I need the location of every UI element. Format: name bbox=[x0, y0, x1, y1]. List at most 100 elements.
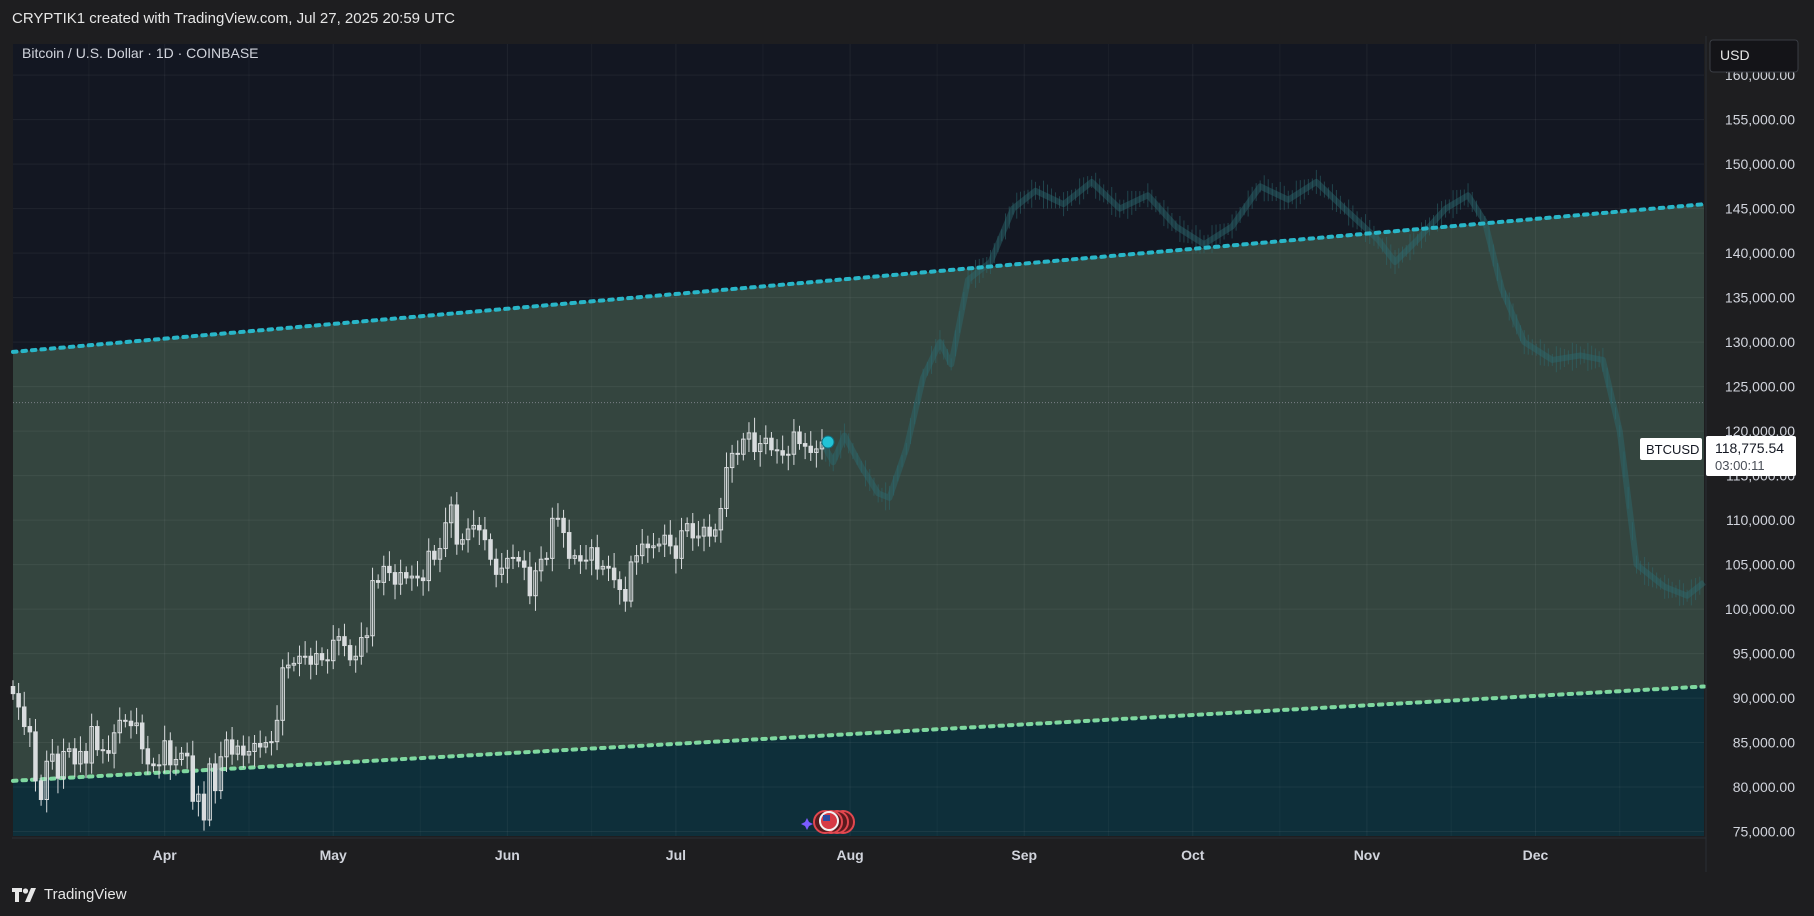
candle bbox=[173, 746, 179, 776]
candle-body bbox=[72, 748, 78, 765]
candle-body bbox=[50, 753, 55, 762]
price-axis[interactable]: 75,000.00 80,000.00 85,000.00 90,000.00 95,0… bbox=[1705, 36, 1795, 872]
time-tick-label: Dec bbox=[1523, 847, 1549, 863]
candle-body bbox=[10, 685, 16, 695]
candle-body bbox=[280, 667, 285, 721]
candle bbox=[606, 555, 611, 582]
price-tick-label: 100,000.00 bbox=[1725, 601, 1795, 617]
candle bbox=[83, 743, 89, 779]
price-tick-label: 155,000.00 bbox=[1725, 112, 1795, 128]
candle bbox=[347, 639, 353, 667]
grid bbox=[13, 44, 1704, 836]
candle-body bbox=[325, 659, 330, 662]
candle-body bbox=[471, 524, 476, 530]
time-tick-label: May bbox=[320, 847, 347, 863]
candle-body bbox=[583, 559, 589, 562]
candle-body bbox=[437, 548, 443, 560]
symbol-price-label[interactable]: BTCUSD 118,775.54 03:00:11 bbox=[1640, 436, 1796, 476]
candle-body bbox=[808, 445, 813, 453]
candle-body bbox=[729, 452, 735, 469]
candle-body bbox=[179, 752, 184, 760]
last-price-dot[interactable] bbox=[821, 435, 835, 449]
candle bbox=[229, 726, 235, 765]
candle-body bbox=[151, 763, 156, 767]
candle bbox=[623, 576, 628, 612]
candle-body bbox=[404, 572, 409, 579]
candle-body bbox=[718, 508, 724, 531]
candle-body bbox=[600, 565, 606, 570]
candle-body bbox=[628, 561, 634, 602]
candle-body bbox=[16, 693, 21, 708]
tradingview-logo[interactable]: TradingView bbox=[12, 886, 127, 903]
candle bbox=[246, 736, 252, 764]
candle-body bbox=[201, 793, 207, 821]
candle bbox=[218, 741, 224, 800]
candle bbox=[808, 431, 813, 461]
candle bbox=[611, 553, 617, 589]
candle bbox=[106, 735, 111, 762]
candle bbox=[477, 516, 482, 546]
candle-body bbox=[196, 793, 201, 802]
candle-body bbox=[797, 431, 802, 445]
time-axis[interactable]: Apr May Jun Jul Aug Sep Oct Nov Dec bbox=[12, 837, 1706, 863]
candle-body bbox=[566, 532, 572, 559]
candle bbox=[488, 533, 493, 566]
channel-lower-line[interactable] bbox=[11, 684, 1706, 783]
candle-body bbox=[330, 639, 336, 662]
candle-body bbox=[791, 431, 797, 455]
events-markers[interactable] bbox=[801, 810, 855, 834]
channel-upper-line[interactable] bbox=[11, 202, 1706, 354]
candle bbox=[757, 435, 763, 467]
candle bbox=[572, 549, 578, 565]
candle-body bbox=[538, 558, 544, 572]
candle-body bbox=[89, 726, 94, 764]
candle-body bbox=[95, 726, 100, 751]
candle bbox=[179, 747, 184, 766]
candle-body bbox=[572, 555, 578, 559]
candle bbox=[269, 730, 274, 756]
candle-body bbox=[651, 545, 656, 549]
candle bbox=[465, 518, 471, 553]
candle bbox=[814, 440, 819, 468]
chart[interactable]: Bitcoin / U.S. Dollar · 1D · COINBASE 75… bbox=[0, 0, 1814, 872]
candle bbox=[628, 555, 634, 608]
candle bbox=[595, 534, 600, 580]
candle-body bbox=[168, 740, 173, 766]
candle-body bbox=[769, 437, 774, 451]
candle-body bbox=[516, 556, 521, 562]
candle bbox=[780, 435, 785, 464]
header-bar: CRYPTIK1 created with TradingView.com, J… bbox=[0, 0, 1814, 34]
price-tick-label: 75,000.00 bbox=[1733, 824, 1795, 840]
time-tick-label: Sep bbox=[1011, 847, 1037, 863]
candle bbox=[156, 754, 162, 779]
candle bbox=[139, 714, 145, 764]
currency-button[interactable]: USD bbox=[1709, 39, 1799, 73]
candle bbox=[10, 680, 16, 700]
candle bbox=[769, 431, 774, 457]
candle-body bbox=[662, 534, 667, 545]
candle-body bbox=[555, 517, 561, 520]
candle bbox=[370, 567, 375, 647]
candle bbox=[61, 738, 66, 789]
candle-body bbox=[286, 664, 291, 669]
candle bbox=[50, 739, 55, 770]
candle-body bbox=[623, 589, 628, 602]
candle bbox=[274, 705, 280, 751]
candle bbox=[634, 545, 639, 575]
candle bbox=[448, 496, 454, 538]
candle-body bbox=[595, 547, 600, 570]
candle-body bbox=[454, 504, 460, 545]
candle-body bbox=[690, 523, 696, 539]
candle-body bbox=[432, 550, 437, 560]
candle-body bbox=[302, 655, 308, 658]
candle bbox=[555, 503, 561, 527]
candle bbox=[330, 625, 336, 670]
candle bbox=[55, 745, 61, 794]
candle bbox=[286, 652, 291, 679]
candle bbox=[482, 516, 488, 551]
candle-body bbox=[381, 565, 387, 583]
price-tick-label: 105,000.00 bbox=[1725, 557, 1795, 573]
candle-body bbox=[679, 530, 684, 559]
candle-body bbox=[128, 720, 134, 727]
countdown-label: 03:00:11 bbox=[1715, 458, 1765, 473]
